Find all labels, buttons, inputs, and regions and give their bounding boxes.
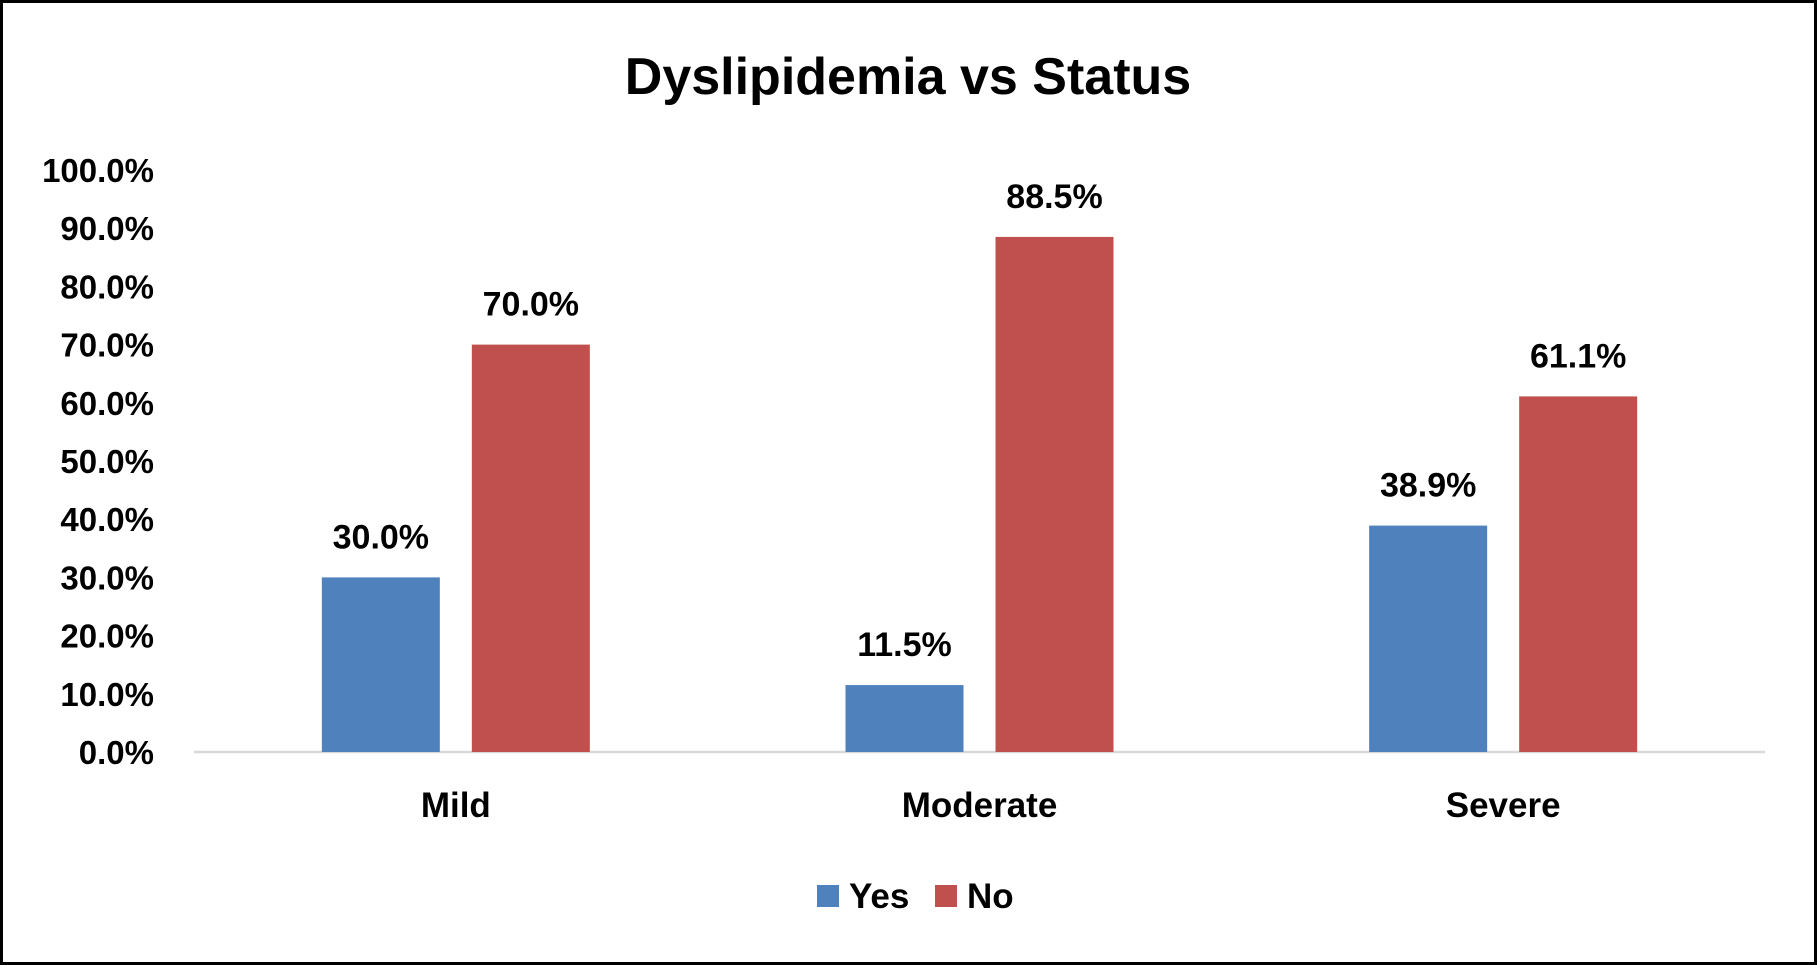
bar-yes-moderate bbox=[845, 685, 964, 752]
data-label: 11.5% bbox=[857, 626, 952, 664]
y-tick-label: 90.0% bbox=[60, 210, 154, 247]
x-axis-categories: Mild Moderate Severe bbox=[421, 786, 1561, 825]
legend-swatch-yes bbox=[817, 885, 839, 907]
y-tick-label: 100.0% bbox=[42, 152, 154, 189]
y-tick-label: 10.0% bbox=[60, 676, 154, 713]
bars bbox=[321, 236, 1638, 752]
legend-swatch-no bbox=[935, 885, 957, 907]
y-tick-label: 40.0% bbox=[60, 501, 154, 538]
y-tick-label: 50.0% bbox=[60, 443, 154, 480]
y-tick-label: 20.0% bbox=[60, 618, 154, 655]
bar-no-mild bbox=[471, 344, 590, 752]
bar-yes-severe bbox=[1369, 525, 1488, 752]
data-label: 88.5% bbox=[1006, 178, 1102, 216]
y-tick-label: 30.0% bbox=[60, 559, 154, 596]
x-category-label: Severe bbox=[1446, 786, 1561, 825]
data-label: 61.1% bbox=[1530, 337, 1626, 375]
data-label: 38.9% bbox=[1380, 467, 1476, 505]
bar-no-severe bbox=[1519, 396, 1638, 752]
bar-yes-mild bbox=[321, 577, 440, 752]
y-tick-label: 70.0% bbox=[60, 327, 154, 364]
x-category-label: Mild bbox=[421, 786, 491, 825]
data-label: 30.0% bbox=[333, 518, 429, 556]
x-category-label: Moderate bbox=[902, 786, 1058, 825]
legend-label-yes: Yes bbox=[849, 877, 909, 916]
y-tick-label: 0.0% bbox=[79, 734, 154, 771]
chart-title: Dyslipidemia vs Status bbox=[625, 48, 1191, 106]
data-labels: 30.0% 70.0% 11.5% 88.5% 38.9% 61.1% bbox=[333, 178, 1627, 664]
legend-label-no: No bbox=[967, 877, 1014, 916]
y-axis-ticks: 0.0% 10.0% 20.0% 30.0% 40.0% 50.0% 60.0% 70.0% 8… bbox=[42, 152, 154, 771]
data-label: 70.0% bbox=[483, 286, 579, 324]
y-tick-label: 60.0% bbox=[60, 385, 154, 422]
bar-no-moderate bbox=[995, 236, 1114, 752]
y-tick-label: 80.0% bbox=[60, 268, 154, 305]
legend: Yes No bbox=[817, 877, 1014, 916]
